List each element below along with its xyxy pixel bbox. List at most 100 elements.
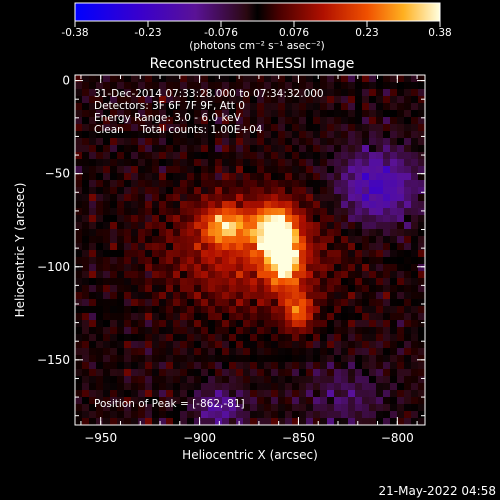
heatmap-cell	[110, 278, 118, 286]
heatmap-cell	[418, 271, 426, 279]
heatmap-cell	[390, 292, 398, 300]
heatmap-cell	[194, 285, 202, 293]
heatmap-cell	[82, 152, 90, 160]
heatmap-cell	[334, 82, 342, 90]
heatmap-cell	[250, 131, 258, 139]
heatmap-cell	[180, 117, 188, 125]
heatmap-cell	[355, 418, 363, 426]
heatmap-cell	[334, 229, 342, 237]
heatmap-cell	[159, 180, 167, 188]
heatmap-cell	[257, 159, 265, 167]
heatmap-cell	[355, 369, 363, 377]
heatmap-cell	[96, 82, 104, 90]
heatmap-cell	[355, 390, 363, 398]
heatmap-cell	[194, 376, 202, 384]
heatmap-cell	[257, 145, 265, 153]
heatmap-cell	[173, 341, 181, 349]
heatmap-cell	[264, 180, 272, 188]
heatmap-cell	[376, 250, 384, 258]
heatmap-cell	[243, 173, 251, 181]
heatmap-cell	[362, 250, 370, 258]
heatmap-cell	[320, 173, 328, 181]
heatmap-cell	[285, 271, 293, 279]
heatmap-cell	[257, 131, 265, 139]
heatmap-cell	[243, 278, 251, 286]
heatmap-cell	[215, 124, 223, 132]
heatmap-cell	[250, 299, 258, 307]
heatmap-cell	[306, 152, 314, 160]
heatmap-cell	[96, 355, 104, 363]
heatmap-cell	[194, 187, 202, 195]
heatmap-cell	[411, 404, 419, 412]
heatmap-cell	[397, 397, 405, 405]
heatmap-cell	[292, 145, 300, 153]
heatmap-cell	[75, 166, 83, 174]
heatmap-cell	[208, 222, 216, 230]
heatmap-cell	[355, 124, 363, 132]
heatmap-cell	[82, 103, 90, 111]
heatmap-cell	[110, 103, 118, 111]
heatmap-cell	[243, 166, 251, 174]
heatmap-cell	[173, 152, 181, 160]
heatmap-cell	[390, 145, 398, 153]
heatmap-cell	[103, 418, 111, 426]
heatmap-cell	[257, 306, 265, 314]
heatmap-cell	[103, 341, 111, 349]
heatmap-cell	[110, 152, 118, 160]
heatmap-cell	[285, 145, 293, 153]
heatmap-cell	[110, 327, 118, 335]
heatmap-cell	[82, 320, 90, 328]
heatmap-cell	[152, 166, 160, 174]
heatmap-cell	[264, 306, 272, 314]
heatmap-cell	[320, 145, 328, 153]
heatmap-cell	[194, 82, 202, 90]
heatmap-cell	[103, 180, 111, 188]
heatmap-cell	[404, 404, 412, 412]
heatmap-cell	[278, 131, 286, 139]
heatmap-cell	[124, 152, 132, 160]
heatmap-cell	[229, 313, 237, 321]
heatmap-cell	[383, 390, 391, 398]
heatmap-cell	[397, 285, 405, 293]
heatmap-cell	[313, 201, 321, 209]
heatmap-cell	[243, 334, 251, 342]
heatmap-cell	[159, 110, 167, 118]
heatmap-cell	[341, 215, 349, 223]
heatmap-cell	[82, 159, 90, 167]
heatmap-cell	[397, 264, 405, 272]
heatmap-cell	[110, 257, 118, 265]
heatmap-cell	[75, 257, 83, 265]
heatmap-cell	[369, 243, 377, 251]
heatmap-cell	[369, 138, 377, 146]
heatmap-cell	[264, 264, 272, 272]
heatmap-cell	[292, 404, 300, 412]
heatmap-cell	[264, 278, 272, 286]
heatmap-cell	[173, 138, 181, 146]
heatmap-cell	[250, 306, 258, 314]
heatmap-cell	[187, 117, 195, 125]
heatmap-cell	[313, 411, 321, 419]
heatmap-cell	[362, 89, 370, 97]
heatmap-cell	[82, 131, 90, 139]
heatmap-cell	[117, 103, 125, 111]
heatmap-cell	[159, 341, 167, 349]
heatmap-cell	[152, 418, 160, 426]
heatmap-cell	[411, 292, 419, 300]
heatmap-cell	[313, 327, 321, 335]
heatmap-cell	[362, 271, 370, 279]
heatmap-cell	[376, 369, 384, 377]
heatmap-cell	[271, 159, 279, 167]
heatmap-cell	[362, 278, 370, 286]
heatmap-cell	[208, 355, 216, 363]
heatmap-cell	[138, 285, 146, 293]
heatmap-cell	[397, 166, 405, 174]
heatmap-cell	[320, 82, 328, 90]
heatmap-cell	[89, 222, 97, 230]
heatmap-cell	[117, 334, 125, 342]
heatmap-cell	[383, 411, 391, 419]
heatmap-cell	[404, 117, 412, 125]
heatmap-cell	[264, 257, 272, 265]
heatmap-cell	[222, 362, 230, 370]
heatmap-cell	[243, 348, 251, 356]
heatmap-cell	[243, 180, 251, 188]
